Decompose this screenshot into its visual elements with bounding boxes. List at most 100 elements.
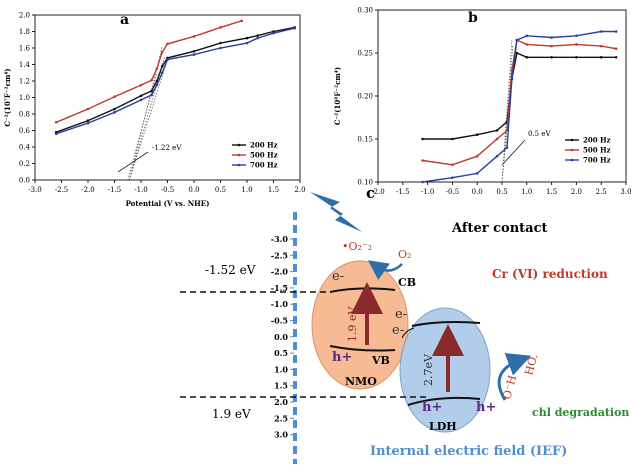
y-tick-label: 1.6 <box>19 45 31 53</box>
light-bolt-icon <box>310 192 362 232</box>
data-point <box>113 107 116 111</box>
y-tick-label: 0.4 <box>19 144 31 152</box>
data-point <box>54 132 58 136</box>
data-point <box>525 43 529 46</box>
data-point <box>86 107 90 111</box>
series-line-2 <box>55 27 295 135</box>
data-point <box>150 78 153 82</box>
data-point <box>192 50 196 53</box>
data-point <box>575 34 578 38</box>
data-point <box>475 154 479 158</box>
data-point <box>614 47 618 50</box>
legend-marker <box>570 148 574 152</box>
legend-marker <box>237 153 241 157</box>
data-point <box>245 41 249 45</box>
chart-a-svg: -3.0 -2.5 -2.0 -1.5 -1.0 -0.5 0.0 0.5 1.0 1.5 2.0 0… <box>3 12 306 209</box>
hydroxyl-oxidation-arrow <box>497 352 532 401</box>
data-point <box>256 36 259 40</box>
data-point <box>139 83 143 87</box>
data-point <box>550 56 553 59</box>
y-axis-label: C⁻²(10⁷F⁻²cm⁴) <box>3 68 12 126</box>
cb-level-label: -1.52 eV <box>205 263 256 277</box>
chl-degradation-label: chl degradation <box>532 406 629 419</box>
data-point <box>505 146 509 149</box>
electron-transfer-arrow <box>401 327 415 339</box>
data-point <box>219 41 222 45</box>
annotation-label: 0.5 eV <box>528 130 552 138</box>
scale-tick-label: -2.5 <box>271 250 288 260</box>
chart-b-svg: -2.0 -1.5 -1.0 -0.5 0.0 0.5 1.0 1.5 2.0 2.5 3.0 0.1… <box>333 7 632 211</box>
y-tick-label: 1.4 <box>19 61 31 69</box>
ldh-gap-label: 2.7eV <box>422 353 435 386</box>
y-tick-label: 0.0 <box>19 177 30 185</box>
scale-tick-label: -0.5 <box>271 316 288 326</box>
nmo-ellipse <box>311 260 409 390</box>
x-tick-label: -2.0 <box>371 188 385 195</box>
tangent-line <box>129 59 168 181</box>
data-point <box>139 94 143 98</box>
data-point <box>219 26 222 29</box>
oxygen-label: O₂ <box>398 248 411 261</box>
data-point <box>150 93 153 97</box>
legend-entry: 500 Hz <box>250 151 278 160</box>
band-diagram-svg: -3.0 -2.5 -2.0 -1.5 -1.0 -0.5 0.0 0.5 1.0 1.5 2.0 2… <box>180 184 629 464</box>
scale-tick-label: -3.0 <box>271 234 289 244</box>
x-tick-label: 1.0 <box>521 188 532 195</box>
panel-label: a <box>120 12 129 28</box>
legend-entry: 500 Hz <box>583 146 611 155</box>
y-tick-label: 0.8 <box>19 111 30 119</box>
x-tick-label: -1.0 <box>134 186 148 194</box>
x-tick-label: 0.5 <box>215 186 226 194</box>
data-point <box>192 35 196 38</box>
scale-tick-label: -1.5 <box>271 283 288 293</box>
y-tick-label: 0.2 <box>19 160 30 168</box>
data-point <box>495 129 499 132</box>
y-tick-label: 0.20 <box>357 93 373 101</box>
data-point <box>575 56 578 59</box>
legend-marker <box>237 163 241 167</box>
data-point <box>614 30 618 33</box>
data-point <box>525 34 529 38</box>
ldh-vb-edge <box>407 396 481 406</box>
y-tick-label: 1.2 <box>19 78 30 86</box>
data-point <box>192 53 196 56</box>
data-point <box>495 137 499 141</box>
legend-entry: 700 Hz <box>583 156 611 165</box>
series-line-2 <box>422 30 617 183</box>
x-tick-label: 0.0 <box>472 188 483 195</box>
data-point <box>139 98 143 102</box>
data-point <box>550 36 553 39</box>
y-tick-label: 1.0 <box>19 94 30 102</box>
x-tick-label: -2.5 <box>55 186 69 194</box>
data-point <box>86 119 90 122</box>
data-point <box>575 43 578 46</box>
data-point <box>113 95 116 98</box>
data-point <box>155 67 159 70</box>
ldh-hole-2: h+ <box>476 400 496 415</box>
data-point <box>272 31 275 35</box>
x-axis-label: Potential (V vs. NHE) <box>126 199 210 208</box>
legend-entry: 200 Hz <box>250 141 278 150</box>
scale-tick-label: 1.0 <box>274 364 288 374</box>
data-point <box>155 79 159 83</box>
transfer-electron-2: e- <box>392 323 404 338</box>
x-tick-label: -0.5 <box>161 186 175 194</box>
x-tick-label: -2.0 <box>81 186 95 194</box>
data-point <box>160 71 164 75</box>
x-tick-label: 1.0 <box>241 186 252 194</box>
scale-tick-label: 2.0 <box>274 397 288 407</box>
x-tick-label: 2.0 <box>294 186 305 194</box>
x-tick-label: 0.0 <box>188 186 199 194</box>
nmo-hole: h+ <box>332 350 352 365</box>
after-contact-title: After contact <box>451 221 548 236</box>
data-point <box>525 56 529 59</box>
nmo-vb-edge <box>329 345 396 352</box>
x-tick-label: 2.5 <box>596 188 607 195</box>
data-point <box>421 137 424 141</box>
ldh-hole-1: h+ <box>422 400 442 415</box>
transfer-electron-1: e- <box>395 307 407 322</box>
series-line-1 <box>55 20 242 123</box>
scale-tick-label: 0.0 <box>274 332 288 342</box>
data-point <box>614 56 618 59</box>
ho-radical-label: HO. <box>522 353 540 377</box>
